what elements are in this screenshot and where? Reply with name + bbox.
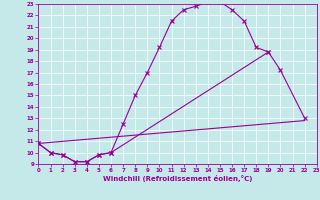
X-axis label: Windchill (Refroidissement éolien,°C): Windchill (Refroidissement éolien,°C) [103,175,252,182]
